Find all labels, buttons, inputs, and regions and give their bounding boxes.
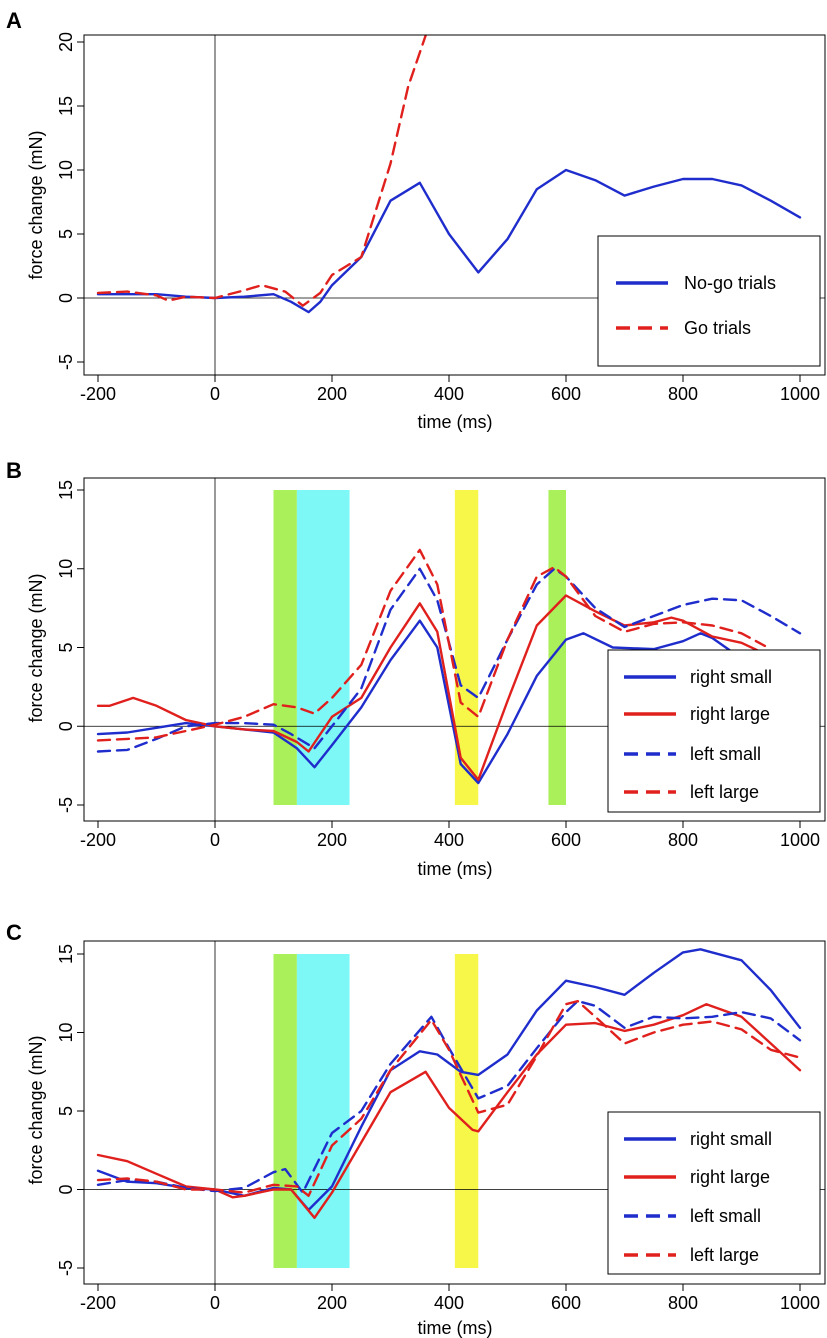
panel-b-y-tick-label: 10 bbox=[56, 559, 76, 579]
panel-a-x-tick-label: 1000 bbox=[780, 384, 820, 404]
panel-c-series-right-large-line bbox=[96, 1003, 802, 1220]
panel-b-legend-label-left-small: left small bbox=[690, 744, 761, 764]
panel-c-letter: C bbox=[6, 920, 22, 945]
panel-b-legend: right small right large left small left … bbox=[607, 649, 821, 813]
panel-b-y-ticks: -5 0 5 10 15 bbox=[56, 480, 84, 813]
panel-a-x-tick-label: 600 bbox=[551, 384, 581, 404]
panel-a-frame bbox=[83, 34, 826, 376]
panel-b-window-band-1 bbox=[273, 490, 297, 805]
panel-b-window-band-4 bbox=[548, 490, 566, 805]
panel-a-letter: A bbox=[6, 8, 22, 33]
panel-b-legend-label-right-large: right large bbox=[690, 704, 770, 724]
panel-c-x-tick-label: 1000 bbox=[780, 1293, 820, 1313]
panel-a-x-axis-title: time (ms) bbox=[418, 412, 493, 432]
panel-b-series-left-large-line bbox=[96, 548, 767, 742]
panel-a-y-tick-label: 20 bbox=[56, 32, 76, 52]
panel-c-x-tick-label: 400 bbox=[434, 1293, 464, 1313]
panel-a-x-tick-label: 400 bbox=[434, 384, 464, 404]
panel-c-bands bbox=[273, 954, 479, 1268]
panel-c-series bbox=[96, 948, 802, 1220]
panel-b-x-tick-label: -200 bbox=[80, 830, 116, 850]
panel-b-frame bbox=[83, 477, 826, 822]
panel-b-y-tick-label: 5 bbox=[56, 642, 76, 652]
panel-b-y-axis-title: force change (mN) bbox=[26, 573, 46, 722]
panel-a-legend-label-go: Go trials bbox=[684, 318, 751, 338]
panel-a-legend-label-nogo: No-go trials bbox=[684, 273, 776, 293]
panel-c-window-band-1 bbox=[273, 954, 297, 1268]
panel-b-letter: B bbox=[6, 458, 22, 483]
panel-a-x-tick-label: 0 bbox=[210, 384, 220, 404]
panel-b-y-tick-label: -5 bbox=[56, 797, 76, 813]
panel-c-x-tick-label: 600 bbox=[551, 1293, 581, 1313]
panel-c-y-tick-label: 5 bbox=[56, 1106, 76, 1116]
panel-b-window-band-2 bbox=[296, 490, 350, 805]
panel-a-series bbox=[96, 34, 802, 314]
panel-c-legend-label-left-small: left small bbox=[690, 1206, 761, 1226]
panel-a-y-tick-label: -5 bbox=[56, 354, 76, 370]
panel-a-y-tick-label: 5 bbox=[56, 229, 76, 239]
panel-b-x-tick-label: 400 bbox=[434, 830, 464, 850]
panel-b-y-tick-label: 0 bbox=[56, 721, 76, 731]
panel-a-y-axis-title: force change (mN) bbox=[26, 130, 46, 279]
panel-b-x-tick-label: 800 bbox=[668, 830, 698, 850]
panel-a-x-tick-label: 200 bbox=[317, 384, 347, 404]
panel-a-legend: No-go trials Go trials bbox=[597, 235, 821, 367]
panel-c-window-band-2 bbox=[296, 954, 350, 1268]
panel-c-x-tick-label: 200 bbox=[317, 1293, 347, 1313]
panel-c-frame bbox=[83, 940, 826, 1285]
panel-c-y-tick-label: 10 bbox=[56, 1022, 76, 1042]
panel-a: A -200 0 200 400 600 800 1000 -5 0 5 10 15 20 time … bbox=[6, 8, 826, 432]
panel-c-y-axis-title: force change (mN) bbox=[26, 1035, 46, 1184]
panel-a-y-tick-label: 10 bbox=[56, 160, 76, 180]
panel-b-y-tick-label: 15 bbox=[56, 480, 76, 500]
panel-a-x-ticks: -200 0 200 400 600 800 1000 bbox=[80, 375, 820, 404]
panel-c-y-tick-label: 15 bbox=[56, 944, 76, 964]
panel-a-legend-box bbox=[597, 235, 821, 367]
panel-c-legend: right small right large left small left … bbox=[607, 1111, 821, 1275]
panel-a-y-ticks: -5 0 5 10 15 20 bbox=[56, 32, 84, 370]
panel-b-x-ticks: -200 0 200 400 600 800 1000 bbox=[80, 821, 820, 850]
panel-c-window-band-3 bbox=[454, 954, 479, 1268]
panel-b-x-tick-label: 200 bbox=[317, 830, 347, 850]
panel-c: C -200 0 200 400 600 800 1000 -5 0 5 10 15 time (m… bbox=[6, 920, 826, 1338]
panel-c-y-ticks: -5 0 5 10 15 bbox=[56, 944, 84, 1276]
panel-c-y-tick-label: 0 bbox=[56, 1184, 76, 1194]
panel-c-series-right-small-line bbox=[96, 948, 802, 1212]
panel-b-legend-label-left-large: left large bbox=[690, 782, 759, 802]
panel-c-legend-label-right-large: right large bbox=[690, 1167, 770, 1187]
panel-c-x-axis-title: time (ms) bbox=[418, 1318, 493, 1338]
panel-c-x-ticks: -200 0 200 400 600 800 1000 bbox=[80, 1284, 820, 1313]
panel-c-x-tick-label: -200 bbox=[80, 1293, 116, 1313]
panel-a-series-go-trials-line bbox=[96, 34, 427, 307]
panel-b: B -200 0 200 400 600 800 1000 -5 0 5 10 15 time (m… bbox=[6, 458, 826, 879]
panel-b-x-tick-label: 0 bbox=[210, 830, 220, 850]
panel-a-y-tick-label: 0 bbox=[56, 293, 76, 303]
panel-a-y-tick-label: 15 bbox=[56, 96, 76, 116]
panel-b-bands bbox=[273, 490, 566, 805]
panel-b-legend-label-right-small: right small bbox=[690, 667, 772, 687]
panel-a-x-tick-label: 800 bbox=[668, 384, 698, 404]
panel-c-series-left-large-line bbox=[96, 999, 802, 1198]
panel-a-x-tick-label: -200 bbox=[80, 384, 116, 404]
panel-b-x-axis-title: time (ms) bbox=[418, 859, 493, 879]
panel-c-legend-label-left-large: left large bbox=[690, 1245, 759, 1265]
panel-b-series-right-large-line bbox=[96, 594, 767, 781]
panel-b-x-tick-label: 600 bbox=[551, 830, 581, 850]
panel-b-series bbox=[96, 548, 802, 785]
panel-a-series-no-go-trials-line bbox=[96, 168, 802, 314]
panel-b-x-tick-label: 1000 bbox=[780, 830, 820, 850]
panel-c-legend-label-right-small: right small bbox=[690, 1129, 772, 1149]
panel-c-x-tick-label: 800 bbox=[668, 1293, 698, 1313]
panel-c-y-tick-label: -5 bbox=[56, 1260, 76, 1276]
panel-c-x-tick-label: 0 bbox=[210, 1293, 220, 1313]
